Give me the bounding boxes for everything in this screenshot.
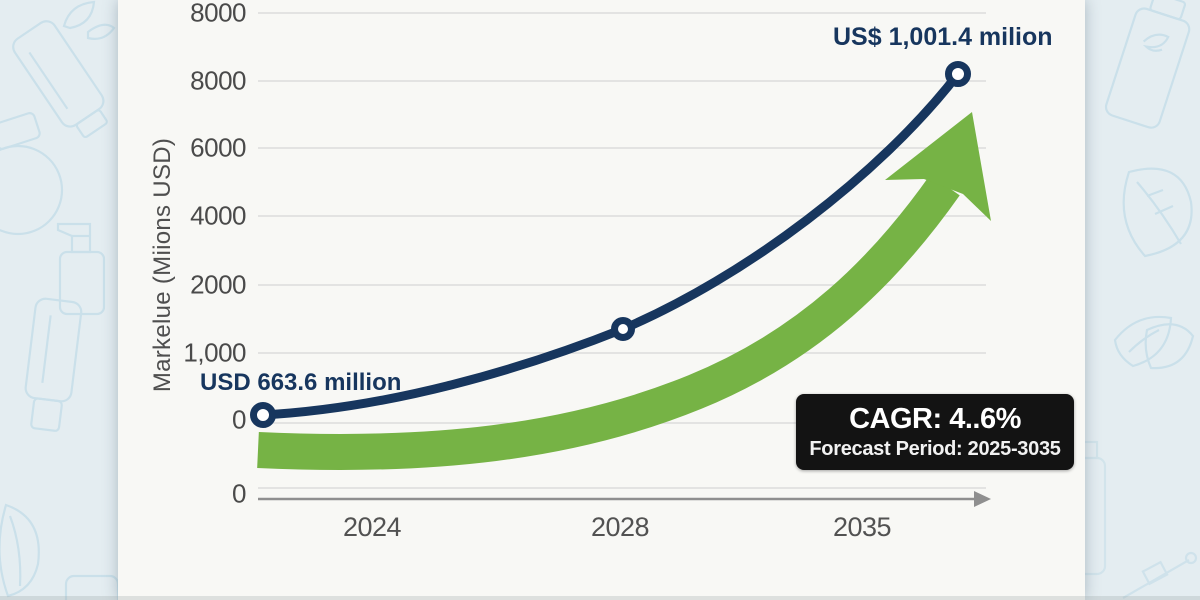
data-point-markers	[250, 61, 971, 428]
leaf-sprig-icon	[62, 0, 116, 40]
squeeze-tube-icon	[12, 20, 108, 139]
y-tick-1000: 1,000	[183, 337, 246, 368]
growth-arrow	[257, 112, 991, 471]
growth-arrow-head	[885, 112, 991, 221]
leaf-icon	[1122, 167, 1193, 258]
growth-arrow-shaft	[257, 174, 960, 471]
x-tick-2024: 2024	[342, 512, 402, 542]
deco-panel-right	[1085, 0, 1198, 599]
y-axis-label: Markelue (Miions USD)	[149, 137, 176, 393]
lotion-bottle-icon	[1104, 0, 1191, 129]
bottle-edge-icon	[1085, 440, 1107, 576]
y-tick-8000b: 8000	[190, 65, 246, 96]
cagr-badge: CAGR: 4..6% Forecast Period: 2025-3035	[796, 394, 1074, 470]
y-tick-4000: 4000	[190, 200, 246, 231]
end-value-annotation: US$ 1,001.4 milion	[833, 23, 1053, 51]
y-tick-8000a: 8000	[190, 0, 246, 28]
bottle-corner-icon	[64, 574, 118, 600]
y-tick-0b: 0	[232, 478, 246, 509]
deco-panel-left	[0, 0, 118, 600]
data-point-2028	[611, 317, 635, 341]
x-axis-arrowhead	[974, 491, 991, 507]
x-tick-2028: 2028	[590, 512, 650, 542]
double-leaf-icon	[1113, 315, 1195, 370]
forecast-period: Forecast Period: 2025-3035	[809, 438, 1061, 460]
y-tick-0a: 0	[232, 404, 246, 435]
y-tick-6000: 6000	[190, 132, 246, 163]
cream-jar-icon	[0, 112, 64, 236]
data-point-2024	[250, 402, 276, 428]
start-value-annotation: USD 663.6 million	[200, 369, 402, 396]
x-axis	[258, 491, 991, 507]
inverted-tube-icon	[24, 297, 83, 432]
x-tick-2035: 2035	[832, 512, 892, 542]
y-tick-2000: 2000	[190, 269, 246, 300]
bottom-edge-shadow	[0, 596, 1200, 600]
cagr-value: CAGR: 4..6%	[849, 403, 1021, 435]
leaf-icon	[0, 503, 40, 598]
sprayer-icon	[1122, 551, 1198, 599]
market-value-curve	[258, 69, 963, 420]
data-point-2035	[945, 61, 971, 87]
